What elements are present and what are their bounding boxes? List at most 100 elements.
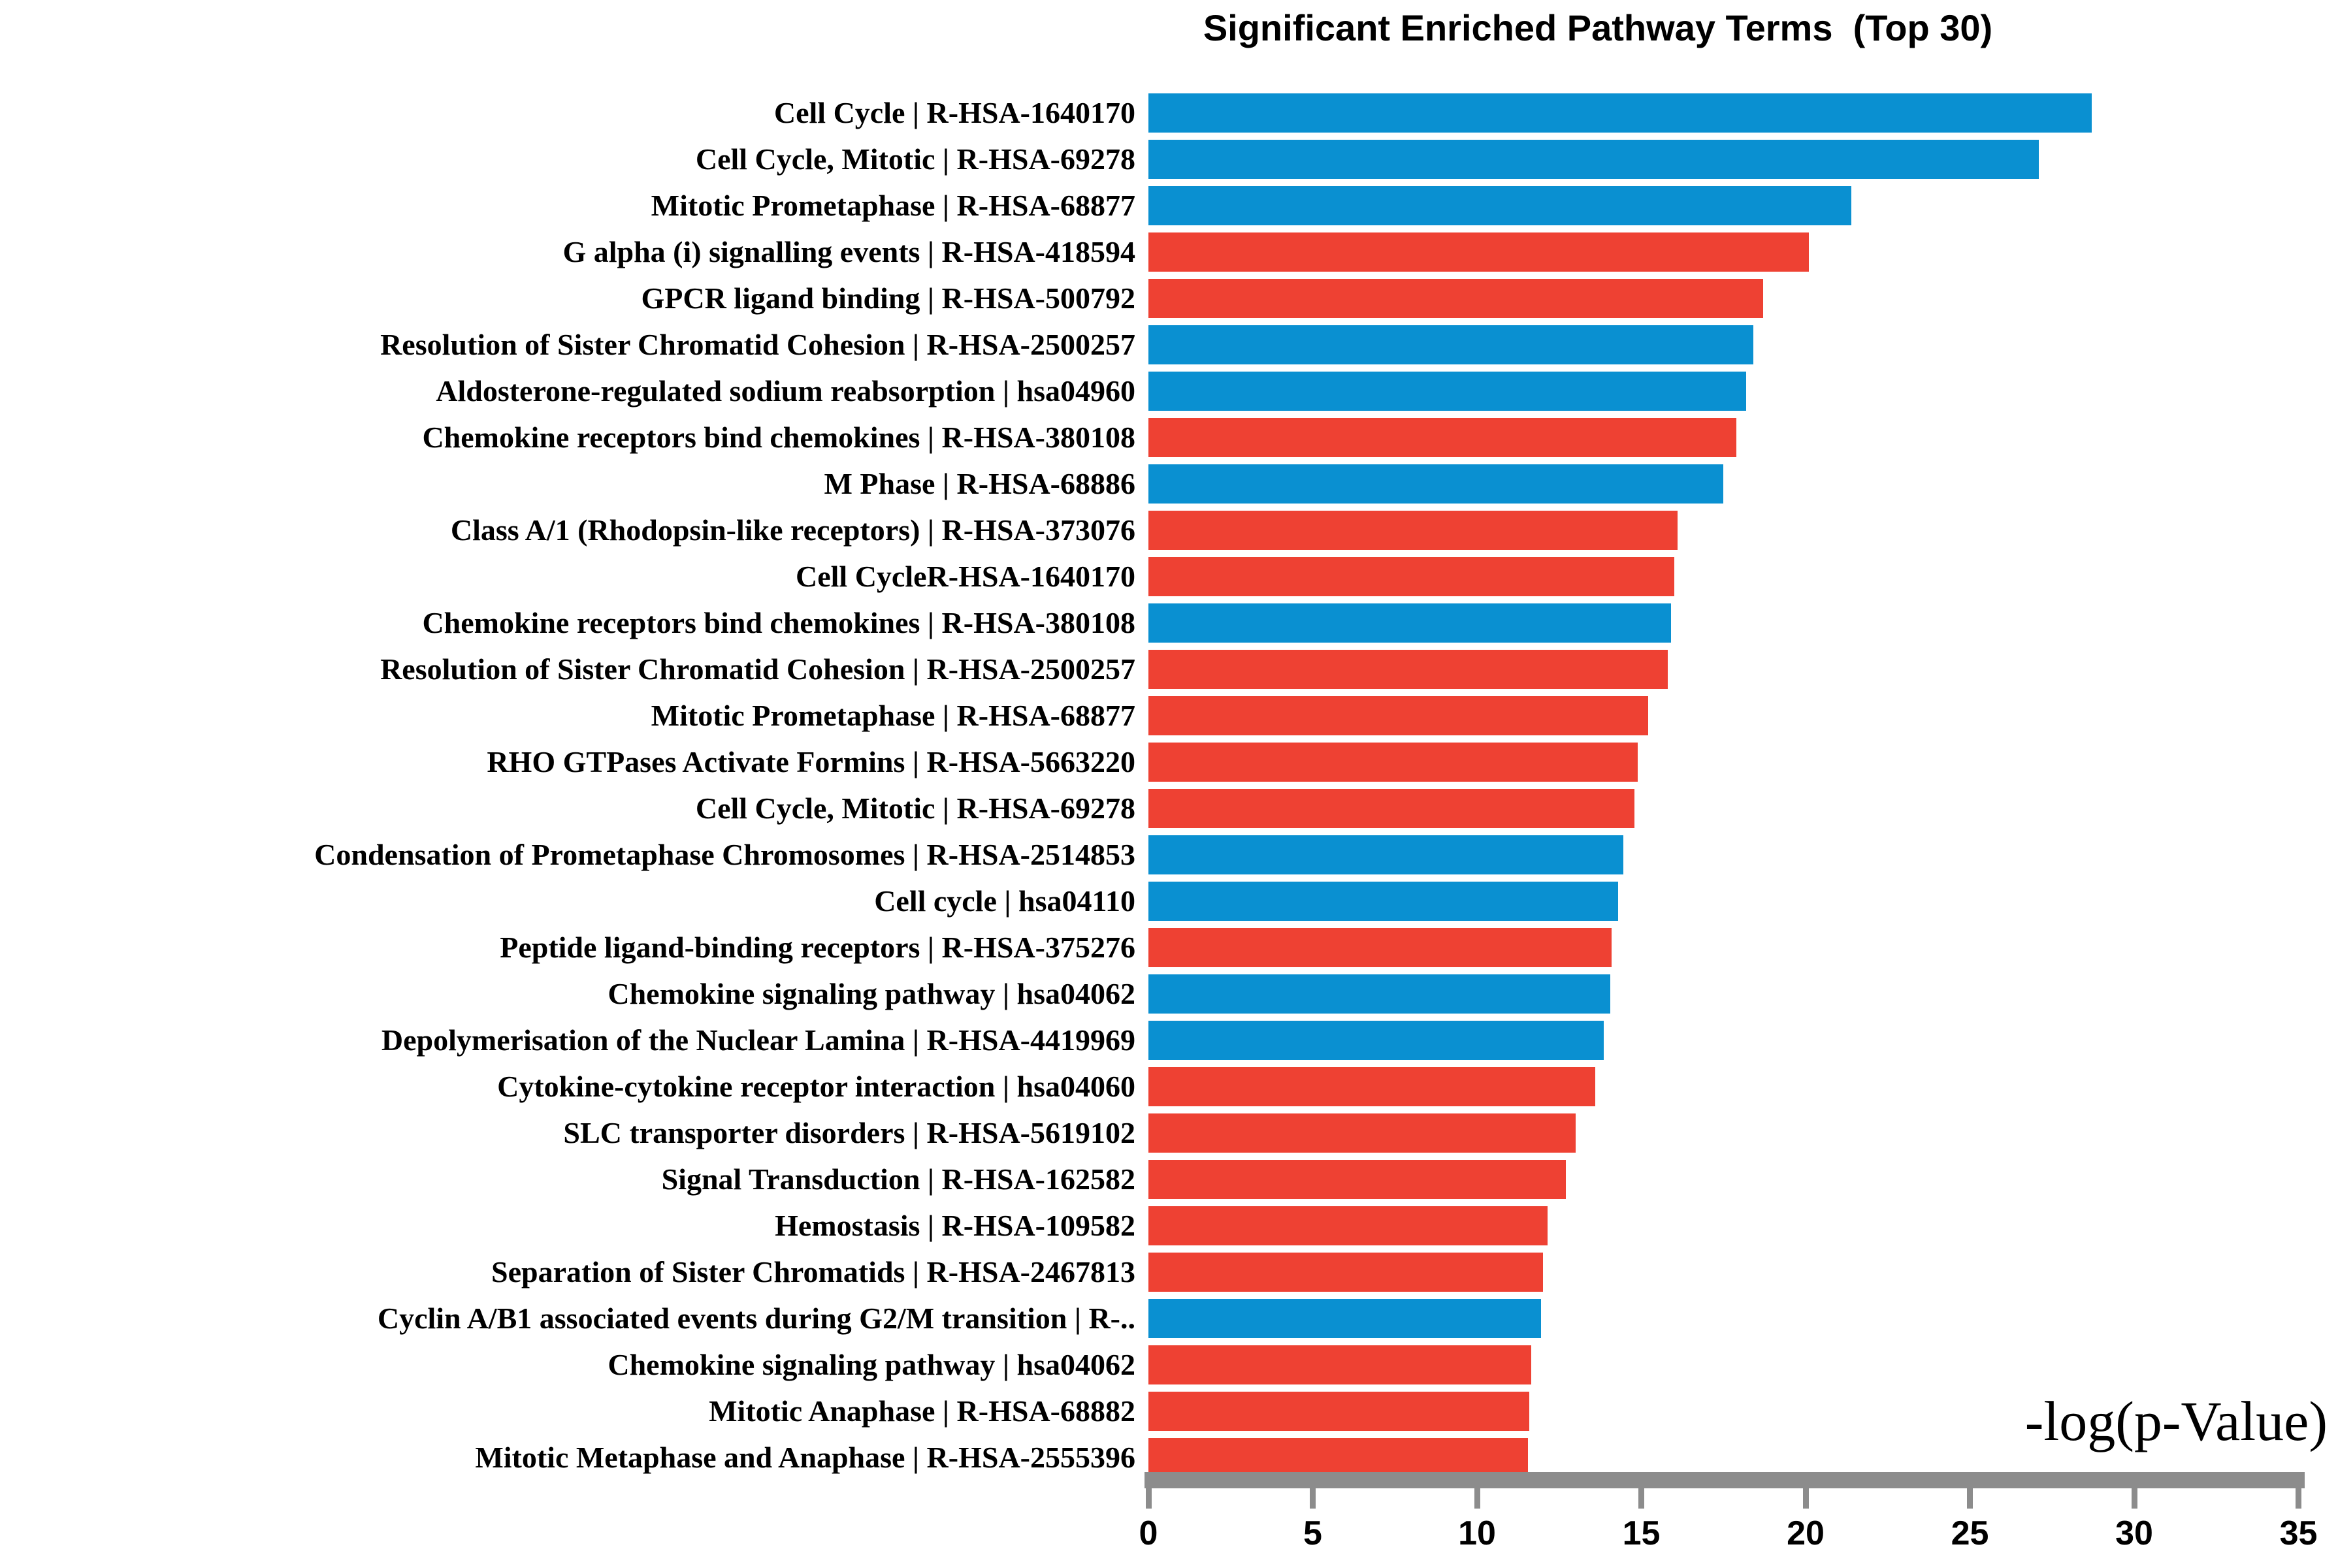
bar-row: Peptide ligand-binding receptors | R-HSA… — [0, 924, 2338, 970]
x-axis-tick — [1474, 1472, 1480, 1509]
bar-row: Cell Cycle | R-HSA-1640170 — [0, 89, 2338, 136]
x-axis-tick-label: 0 — [1139, 1514, 1158, 1552]
chart-title: Significant Enriched Pathway Terms (Top … — [1203, 7, 1993, 48]
bar-row: Separation of Sister Chromatids | R-HSA-… — [0, 1249, 2338, 1295]
category-label: Resolution of Sister Chromatid Cohesion … — [380, 652, 1135, 686]
bar — [1148, 696, 1648, 735]
category-label: Mitotic Prometaphase | R-HSA-68877 — [651, 699, 1135, 732]
bar-row: Cell CycleR-HSA-1640170 — [0, 553, 2338, 600]
x-axis-tick — [1638, 1472, 1644, 1509]
category-label: Cyclin A/B1 associated events during G2/… — [377, 1302, 1135, 1335]
category-label: RHO GTPases Activate Formins | R-HSA-566… — [487, 745, 1135, 778]
category-label: Cell Cycle, Mitotic | R-HSA-69278 — [695, 792, 1135, 825]
x-axis-tick-label: 10 — [1458, 1514, 1496, 1552]
bar-row: Hemostasis | R-HSA-109582 — [0, 1202, 2338, 1249]
bar — [1148, 1252, 1543, 1292]
x-axis-tick-label: 25 — [1951, 1514, 1989, 1552]
category-label: Signal Transduction | R-HSA-162582 — [661, 1162, 1135, 1196]
x-axis-tick — [1802, 1472, 1809, 1509]
bar-row: Resolution of Sister Chromatid Cohesion … — [0, 321, 2338, 368]
bar — [1148, 371, 1747, 411]
bar-row: Cytokine-cytokine receptor interaction |… — [0, 1063, 2338, 1110]
x-axis-tick-label: 5 — [1303, 1514, 1322, 1552]
category-label: GPCR ligand binding | R-HSA-500792 — [641, 281, 1135, 315]
bar-row: Chemokine signaling pathway | hsa04062 — [0, 970, 2338, 1017]
x-axis-tick — [1145, 1472, 1152, 1509]
category-label: Mitotic Anaphase | R-HSA-68882 — [709, 1394, 1135, 1428]
category-label: Cytokine-cytokine receptor interaction |… — [497, 1070, 1135, 1103]
category-label: Class A/1 (Rhodopsin-like receptors) | R… — [450, 513, 1135, 547]
x-axis-tick — [1310, 1472, 1316, 1509]
category-label: Aldosterone-regulated sodium reabsorptio… — [436, 374, 1135, 408]
bar — [1148, 556, 1674, 596]
x-axis-tick — [1967, 1472, 1973, 1509]
bar — [1148, 464, 1724, 504]
category-label: Chemokine signaling pathway | hsa04062 — [608, 977, 1135, 1010]
category-label: Resolution of Sister Chromatid Cohesion … — [380, 328, 1135, 361]
category-label: Condensation of Prometaphase Chromosomes… — [314, 838, 1135, 871]
bar-row: Cyclin A/B1 associated events during G2/… — [0, 1295, 2338, 1341]
bar-row: Chemokine signaling pathway | hsa04062 — [0, 1341, 2338, 1388]
bar-row: Class A/1 (Rhodopsin-like receptors) | R… — [0, 507, 2338, 553]
x-axis-line — [1145, 1472, 2305, 1488]
category-label: Cell Cycle, Mitotic | R-HSA-69278 — [695, 142, 1135, 176]
bar — [1148, 325, 1753, 364]
bar — [1148, 1437, 1528, 1477]
bar — [1148, 835, 1623, 874]
category-label: M Phase | R-HSA-68886 — [824, 467, 1136, 500]
bar — [1148, 417, 1737, 457]
bar — [1148, 185, 1852, 225]
x-axis-tick-label: 20 — [1787, 1514, 1825, 1552]
bar-rows-container: Cell Cycle | R-HSA-1640170 Cell Cycle, M… — [0, 89, 2338, 1480]
x-axis-title: -log(p-Value) — [2024, 1390, 2328, 1452]
x-axis-tick-label: 15 — [1622, 1514, 1661, 1552]
category-label: Cell cycle | hsa04110 — [874, 884, 1135, 918]
category-label: G alpha (i) signalling events | R-HSA-41… — [562, 235, 1135, 268]
bar-row: Aldosterone-regulated sodium reabsorptio… — [0, 368, 2338, 414]
bar — [1148, 1159, 1566, 1199]
bar-row: Chemokine receptors bind chemokines | R-… — [0, 600, 2338, 646]
bar-row: Chemokine receptors bind chemokines | R-… — [0, 414, 2338, 460]
bar-row: SLC transporter disorders | R-HSA-561910… — [0, 1110, 2338, 1156]
bar-row: Depolymerisation of the Nuclear Lamina |… — [0, 1017, 2338, 1063]
bar — [1148, 788, 1635, 828]
bar-row: Signal Transduction | R-HSA-162582 — [0, 1156, 2338, 1202]
category-label: Separation of Sister Chromatids | R-HSA-… — [491, 1255, 1135, 1288]
bar — [1148, 1113, 1576, 1153]
x-axis-tick — [2131, 1472, 2137, 1509]
category-label: Chemokine receptors bind chemokines | R-… — [422, 421, 1135, 454]
bar — [1148, 881, 1619, 921]
bar-row: Mitotic Prometaphase | R-HSA-68877 — [0, 692, 2338, 739]
bar — [1148, 927, 1612, 967]
category-label: Mitotic Prometaphase | R-HSA-68877 — [651, 189, 1135, 222]
bar-row: Cell Cycle, Mitotic | R-HSA-69278 — [0, 785, 2338, 831]
bar — [1148, 603, 1671, 643]
bar-row: G alpha (i) signalling events | R-HSA-41… — [0, 229, 2338, 275]
bar — [1148, 1345, 1531, 1384]
bar-row: RHO GTPases Activate Formins | R-HSA-566… — [0, 739, 2338, 785]
bar — [1148, 510, 1678, 550]
category-label: Depolymerisation of the Nuclear Lamina |… — [381, 1023, 1135, 1057]
bar — [1148, 278, 1763, 318]
bar-row: Mitotic Metaphase and Anaphase | R-HSA-2… — [0, 1434, 2338, 1480]
bar — [1148, 649, 1668, 689]
category-label: Peptide ligand-binding receptors | R-HSA… — [500, 931, 1135, 964]
category-label: Cell CycleR-HSA-1640170 — [796, 560, 1135, 593]
category-label: Cell Cycle | R-HSA-1640170 — [773, 96, 1135, 129]
bar — [1148, 1020, 1604, 1060]
bar-row: Condensation of Prometaphase Chromosomes… — [0, 831, 2338, 878]
bar — [1148, 93, 2092, 133]
bar-row: Cell cycle | hsa04110 — [0, 878, 2338, 924]
bar — [1148, 974, 1610, 1014]
bar-row: GPCR ligand binding | R-HSA-500792 — [0, 275, 2338, 321]
bar — [1148, 139, 2039, 179]
category-label: Mitotic Metaphase and Anaphase | R-HSA-2… — [475, 1441, 1135, 1474]
bar — [1148, 1206, 1548, 1245]
bar-row: Resolution of Sister Chromatid Cohesion … — [0, 646, 2338, 692]
bar — [1148, 1391, 1530, 1431]
x-axis-tick-label: 30 — [2115, 1514, 2153, 1552]
bar — [1148, 232, 1810, 272]
bar-row: Mitotic Anaphase | R-HSA-68882 — [0, 1388, 2338, 1434]
bar — [1148, 742, 1638, 782]
